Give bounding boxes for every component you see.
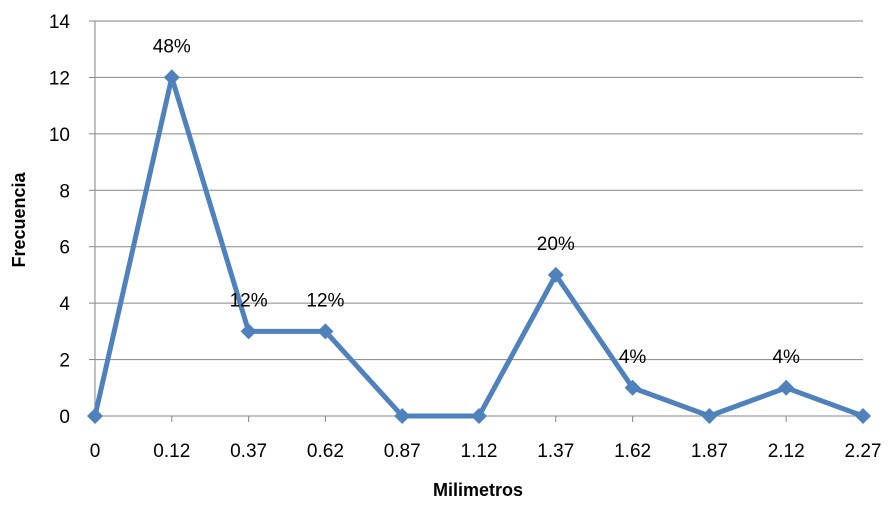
x-tick-label: 0.37: [230, 441, 267, 462]
x-tick-label: 2.12: [768, 441, 805, 462]
data-point-marker: [317, 323, 334, 340]
y-axis-title: Frecuencia: [9, 171, 29, 267]
labels: 0 2 4 6 8 10 12 14 0 0.12 0.37 0.62 0.87 1.12 1.37 1.62…: [49, 12, 882, 462]
x-tick-label: 0.62: [307, 441, 344, 462]
x-tick-label: 1.12: [461, 441, 498, 462]
data-label: 12%: [230, 290, 268, 311]
data-point-marker: [163, 69, 180, 86]
data-label: 20%: [537, 234, 575, 255]
data-label: 4%: [619, 347, 647, 368]
data-point-marker: [624, 379, 641, 396]
x-tick-label: 1.62: [614, 441, 651, 462]
y-tick-label: 0: [59, 407, 70, 428]
y-tick-label: 10: [49, 125, 70, 146]
data-label: 48%: [153, 36, 191, 57]
x-tick-label: 0.12: [153, 441, 190, 462]
y-tick-label: 6: [59, 238, 70, 259]
data-label: 12%: [306, 290, 344, 311]
data-point-marker: [855, 408, 871, 424]
y-tick-label: 4: [59, 294, 70, 315]
y-tick-label: 12: [49, 68, 70, 89]
data-point-marker: [547, 266, 564, 283]
gridlines: [95, 20, 863, 361]
x-tick-label: 0: [90, 441, 101, 462]
x-tick-label: 2.27: [845, 441, 882, 462]
axes: [89, 20, 864, 422]
y-tick-label: 14: [49, 12, 71, 33]
data-point-marker: [394, 408, 411, 424]
data-point-marker: [778, 379, 795, 396]
data-point-marker: [240, 323, 257, 340]
x-tick-label: 1.87: [691, 441, 728, 462]
data-point-marker: [701, 408, 718, 424]
x-tick-label: 0.87: [384, 441, 421, 462]
series-layer: [87, 69, 871, 424]
x-tick-label: 1.37: [537, 441, 574, 462]
y-tick-label: 8: [59, 181, 70, 202]
data-label: 4%: [772, 347, 800, 368]
x-axis-title: Milimetros: [433, 480, 523, 500]
data-point-marker: [471, 408, 487, 424]
y-tick-label: 2: [59, 351, 70, 372]
data-point-marker: [87, 408, 103, 424]
